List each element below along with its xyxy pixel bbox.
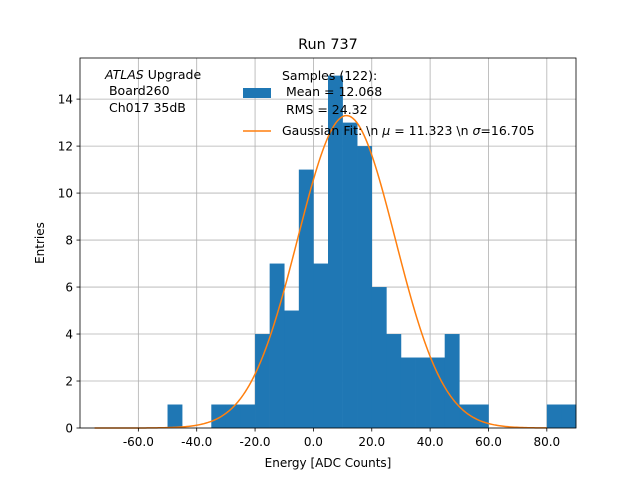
histogram-bar xyxy=(415,357,431,428)
histogram-bar xyxy=(240,404,256,428)
histogram-bar xyxy=(313,263,329,428)
y-tick-label: 10 xyxy=(58,187,73,201)
y-tick-label: 14 xyxy=(58,93,73,107)
legend: Samples (122): Mean = 12.068 RMS = 24.32… xyxy=(243,68,535,138)
x-tick-label: -60.0 xyxy=(123,435,154,449)
x-tick-label: -20.0 xyxy=(240,435,271,449)
histogram-bar xyxy=(328,75,343,428)
legend-samples-swatch xyxy=(243,88,271,98)
histogram-bar xyxy=(473,404,489,428)
legend-samples-line-3: RMS = 24.32 xyxy=(282,102,368,117)
histogram-bar xyxy=(430,357,446,428)
y-axis-ticks: 0 2 4 6 8 10 12 14 xyxy=(58,93,80,436)
x-axis-ticks: -60.0 -40.0 -20.0 0.0 20.0 40.0 60.0 80.0 xyxy=(123,428,560,449)
y-axis-label: Entries xyxy=(33,222,47,264)
gaussian-fit-layer xyxy=(94,114,547,429)
legend-fit-pre: Gaussian Fit: \n xyxy=(282,123,382,138)
y-tick-label: 2 xyxy=(65,375,73,389)
upgrade-label: Upgrade xyxy=(144,67,202,82)
histogram-bar xyxy=(444,334,460,428)
histogram-bar xyxy=(561,404,577,428)
y-tick-label: 4 xyxy=(65,328,73,342)
histogram-bar xyxy=(284,310,300,428)
x-tick-label: 20.0 xyxy=(358,435,385,449)
histogram-bar xyxy=(357,146,373,428)
axes-frame xyxy=(79,57,577,429)
histogram-bar xyxy=(225,404,241,428)
legend-fit-post: =16.705 xyxy=(480,123,534,138)
x-tick-label: 0.0 xyxy=(304,435,323,449)
sigma-symbol: σ xyxy=(472,123,481,138)
histogram-bar xyxy=(298,169,314,429)
mu-symbol: μ xyxy=(381,123,390,138)
x-tick-label: 60.0 xyxy=(475,435,502,449)
histogram-bar xyxy=(371,287,387,428)
legend-fit-mid: = 11.323 \n xyxy=(390,123,472,138)
legend-fit-label: Gaussian Fit: \n μ = 11.323 \n σ=16.705 xyxy=(282,123,535,138)
histogram-bar xyxy=(546,404,562,428)
gaussian-fit-curve xyxy=(94,114,547,429)
y-tick-label: 12 xyxy=(58,140,73,154)
y-tick-label: 8 xyxy=(65,234,73,248)
atlas-label: ATLAS xyxy=(104,67,144,82)
histogram-bar xyxy=(386,334,402,428)
legend-samples-line-2: Mean = 12.068 xyxy=(282,84,382,99)
histogram-bar xyxy=(400,357,416,428)
histogram-bar xyxy=(211,404,227,428)
chart-title: Run 737 xyxy=(298,37,358,53)
histogram-bar xyxy=(255,334,270,428)
x-axis-label: Energy [ADC Counts] xyxy=(265,456,392,470)
annotation-text: ATLAS Upgrade Board260 Ch017 35dB xyxy=(104,67,201,115)
y-tick-label: 0 xyxy=(65,422,73,436)
x-tick-label: -40.0 xyxy=(181,435,212,449)
histogram-bar xyxy=(342,122,358,428)
histogram-bar xyxy=(167,404,183,428)
legend-samples-line-1: Samples (122): xyxy=(282,68,377,83)
annotation-line-2: Board260 xyxy=(105,83,170,98)
x-tick-label: 40.0 xyxy=(417,435,444,449)
y-tick-label: 6 xyxy=(65,281,73,295)
annotation-line-1: ATLAS Upgrade xyxy=(104,67,201,82)
x-tick-label: 80.0 xyxy=(533,435,560,449)
annotation-line-3: Ch017 35dB xyxy=(105,100,186,115)
histogram-bar xyxy=(269,263,285,428)
